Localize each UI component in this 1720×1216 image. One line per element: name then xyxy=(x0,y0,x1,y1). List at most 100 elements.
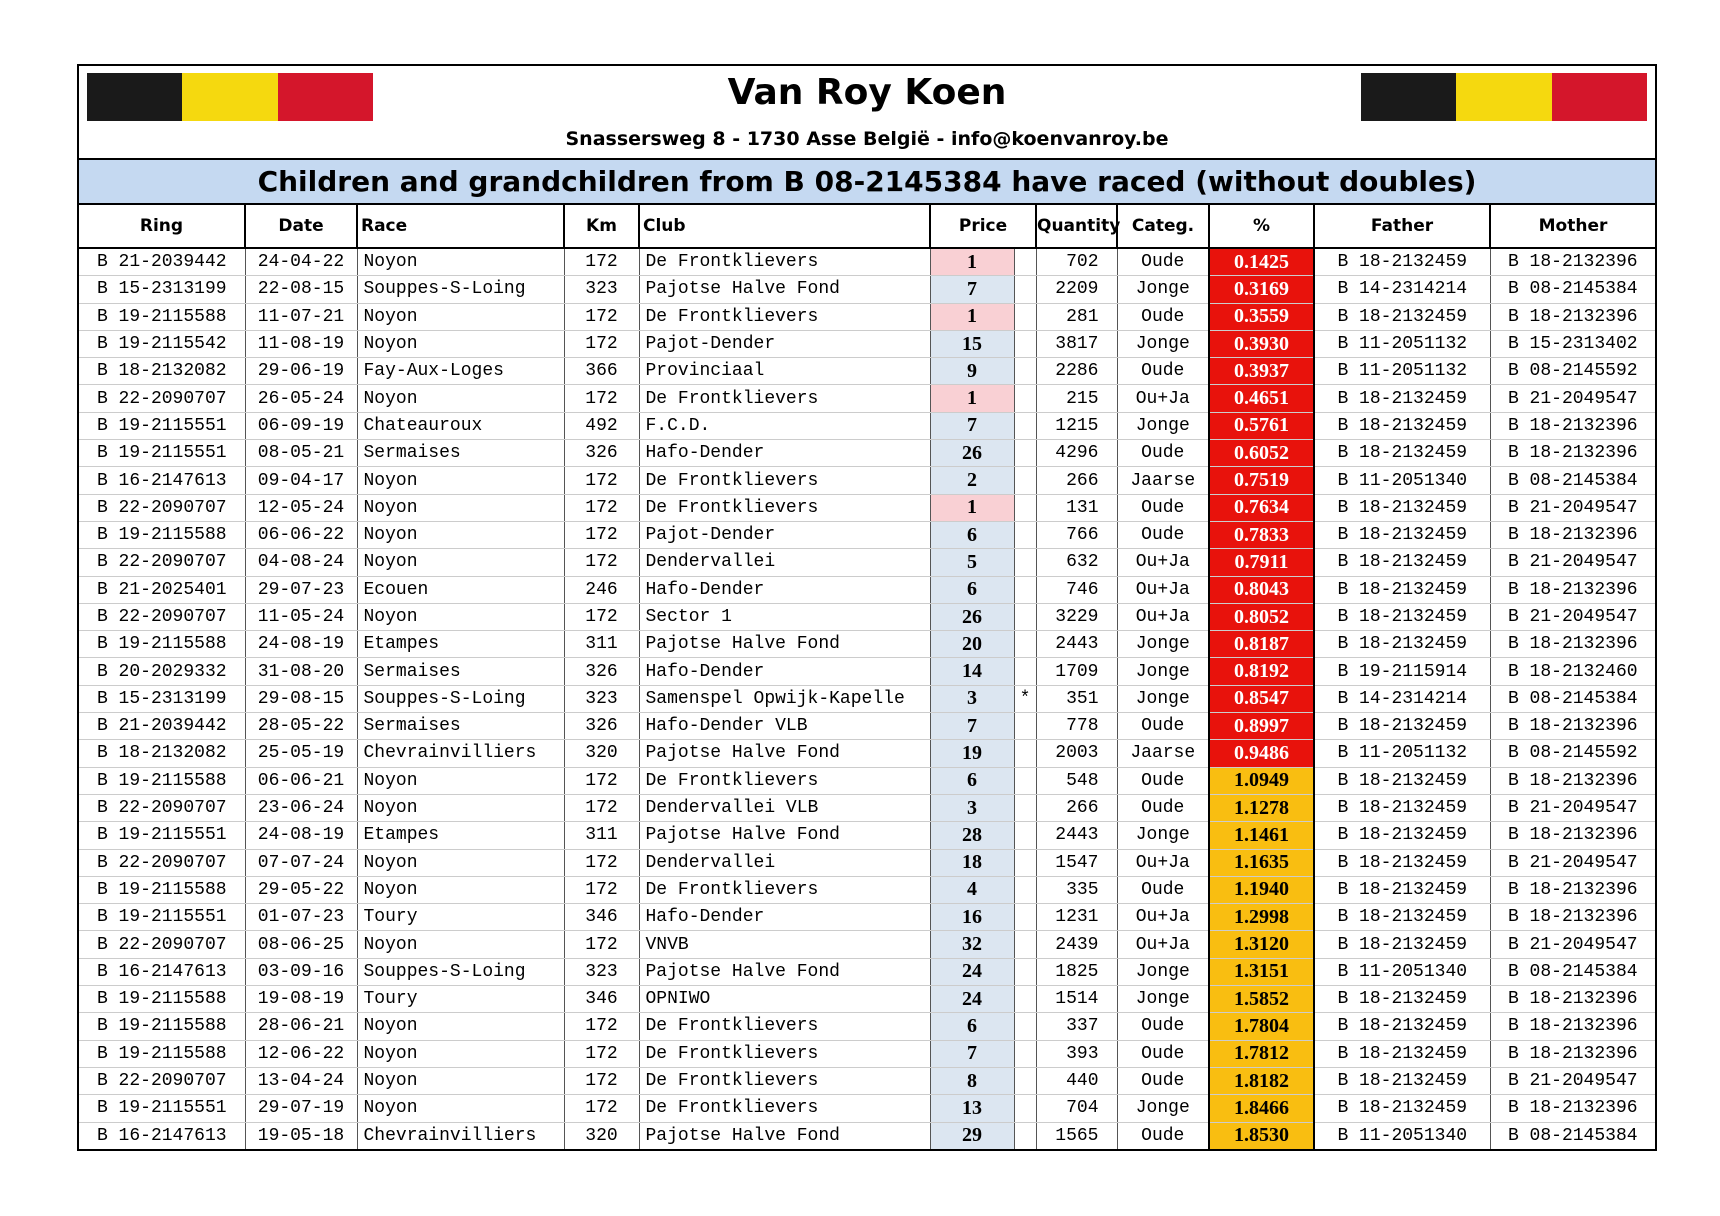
pct-cell: 1.3151 xyxy=(1208,958,1315,987)
km-cell: 172 xyxy=(563,1094,639,1123)
ring-cell: B 22-2090707 xyxy=(79,1067,245,1096)
price-cell: 6 xyxy=(929,767,1014,795)
mark-cell xyxy=(1013,794,1036,823)
date-cell: 06-06-22 xyxy=(244,521,357,550)
price-cell: 5 xyxy=(929,548,1014,577)
mark-cell xyxy=(1013,849,1036,877)
km-cell: 172 xyxy=(563,1040,639,1068)
father-cell: B 18-2132459 xyxy=(1313,521,1490,550)
mark-cell xyxy=(1013,1067,1036,1096)
date-cell: 29-07-23 xyxy=(244,576,357,604)
pct-cell: 0.3169 xyxy=(1208,275,1315,304)
father-cell: B 18-2132459 xyxy=(1313,930,1490,959)
price-cell: 32 xyxy=(929,930,1014,959)
father-cell: B 18-2132459 xyxy=(1313,1094,1490,1123)
ring-cell: B 19-2115551 xyxy=(79,903,245,932)
pct-cell: 1.7804 xyxy=(1208,1012,1315,1041)
categ-cell: Jonge xyxy=(1116,821,1209,850)
pct-cell: 0.8547 xyxy=(1208,685,1315,714)
price-cell: 6 xyxy=(929,521,1014,550)
father-cell: B 11-2051132 xyxy=(1313,739,1490,768)
price-cell: 7 xyxy=(929,1040,1014,1068)
price-cell: 9 xyxy=(929,357,1014,386)
price-cell: 26 xyxy=(929,439,1014,468)
header-row: Ring Date Race Km Club Price Quantity Categ.% Fa… xyxy=(79,205,1655,249)
race-cell: Noyon xyxy=(356,248,564,277)
pct-cell: 0.9486 xyxy=(1208,739,1315,768)
club-cell: Pajotse Halve Fond xyxy=(638,821,930,850)
categ-cell: Oude xyxy=(1116,494,1209,522)
date-cell: 25-05-19 xyxy=(244,739,357,768)
column-header: Club xyxy=(638,205,930,249)
subtitle: Children and grandchildren from B 08-214… xyxy=(79,160,1655,205)
ring-cell: B 19-2115588 xyxy=(79,630,245,659)
price-cell: 29 xyxy=(929,1122,1014,1149)
flag xyxy=(87,73,373,121)
km-cell: 172 xyxy=(563,767,639,795)
categ-cell: Jonge xyxy=(1116,985,1209,1014)
categ-cell: Jonge xyxy=(1116,412,1209,441)
table-row: B 19-2115588 24-08-19 Etampes 311 Pajotse Ha… xyxy=(79,630,1655,659)
table-row: B 19-2115551 01-07-23 Toury 346 Hafo-Dender 1… xyxy=(79,903,1655,932)
father-cell: B 18-2132459 xyxy=(1313,876,1490,905)
race-cell: Noyon xyxy=(356,849,564,877)
club-cell: F.C.D. xyxy=(638,412,930,441)
categ-cell: Jaarse xyxy=(1116,739,1209,768)
race-cell: Noyon xyxy=(356,1094,564,1123)
father-cell: B 11-2051340 xyxy=(1313,1122,1490,1149)
pct-cell: 0.1425 xyxy=(1208,248,1315,277)
race-cell: Sermaises xyxy=(356,657,564,686)
quantity-cell: 766 xyxy=(1035,521,1117,550)
pct-cell: 0.6052 xyxy=(1208,439,1315,468)
mother-cell: B 21-2049547 xyxy=(1489,794,1655,823)
mark-cell xyxy=(1013,1012,1036,1041)
race-cell: Fay-Aux-Loges xyxy=(356,357,564,386)
ring-cell: B 19-2115588 xyxy=(79,767,245,795)
column-header: % xyxy=(1208,205,1314,249)
categ-cell: Jonge xyxy=(1116,275,1209,304)
km-cell: 172 xyxy=(563,1012,639,1041)
mark-cell xyxy=(1013,521,1036,550)
mother-cell: B 18-2132396 xyxy=(1489,576,1655,604)
race-cell: Noyon xyxy=(356,494,564,522)
quantity-cell: 393 xyxy=(1035,1040,1117,1068)
quantity-cell: 4296 xyxy=(1035,439,1117,468)
column-header: Km xyxy=(563,205,639,249)
price-cell: 7 xyxy=(929,275,1014,304)
father-cell: B 18-2132459 xyxy=(1313,985,1490,1014)
quantity-cell: 337 xyxy=(1035,1012,1117,1041)
ring-cell: B 21-2025401 xyxy=(79,576,245,604)
categ-cell: Oude xyxy=(1116,248,1209,277)
mother-cell: B 08-2145384 xyxy=(1489,1122,1655,1149)
ring-cell: B 22-2090707 xyxy=(79,794,245,823)
quantity-cell: 281 xyxy=(1035,303,1117,331)
mother-cell: B 08-2145384 xyxy=(1489,685,1655,714)
price-cell: 24 xyxy=(929,958,1014,987)
km-cell: 172 xyxy=(563,548,639,577)
mark-cell xyxy=(1013,466,1036,495)
date-cell: 23-06-24 xyxy=(244,794,357,823)
categ-cell: Jonge xyxy=(1116,1094,1209,1123)
ring-cell: B 22-2090707 xyxy=(79,849,245,877)
pct-cell: 1.5852 xyxy=(1208,985,1315,1014)
km-cell: 323 xyxy=(563,685,639,714)
date-cell: 24-08-19 xyxy=(244,630,357,659)
mother-cell: B 08-2145384 xyxy=(1489,466,1655,495)
mother-cell: B 18-2132396 xyxy=(1489,821,1655,850)
categ-cell: Ou+Ja xyxy=(1116,576,1209,604)
km-cell: 172 xyxy=(563,876,639,905)
date-cell: 29-05-22 xyxy=(244,876,357,905)
mother-cell: B 21-2049547 xyxy=(1489,603,1655,632)
km-cell: 172 xyxy=(563,466,639,495)
quantity-cell: 632 xyxy=(1035,548,1117,577)
table-row: B 22-2090707 07-07-24 Noyon 172 Dendervallei… xyxy=(79,849,1655,877)
mark-cell xyxy=(1013,903,1036,932)
pct-cell: 0.4651 xyxy=(1208,384,1315,413)
club-cell: Pajotse Halve Fond xyxy=(638,958,930,987)
mother-cell: B 18-2132396 xyxy=(1489,1040,1655,1068)
price-cell: 8 xyxy=(929,1067,1014,1096)
km-cell: 366 xyxy=(563,357,639,386)
date-cell: 28-06-21 xyxy=(244,1012,357,1041)
club-cell: Hafo-Dender xyxy=(638,657,930,686)
club-cell: Samenspel Opwijk-Kapelle xyxy=(638,685,930,714)
